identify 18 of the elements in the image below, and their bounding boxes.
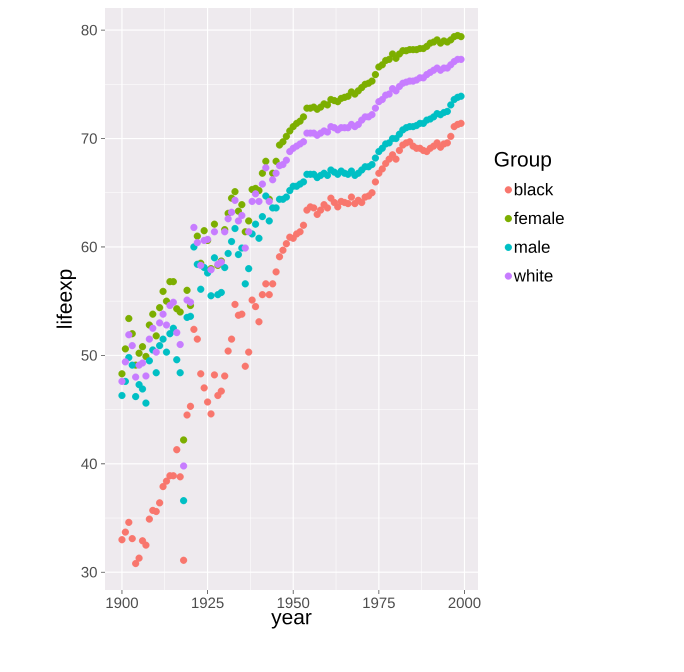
x-tick-label: 1925 [192, 598, 224, 608]
y-axis-title: lifeexp [56, 270, 76, 328]
x-tick-label: 1975 [363, 598, 395, 608]
legend-label: female [514, 212, 564, 224]
x-tick-label: 2000 [448, 598, 480, 608]
legend-label: black [514, 182, 554, 196]
y-tick-label: 40 [81, 458, 97, 470]
legend-label: male [514, 240, 550, 253]
y-tick-label: 50 [81, 350, 97, 361]
legend-title: Group [494, 152, 551, 171]
x-tick-label: 1950 [278, 598, 310, 608]
y-tick-label: 60 [82, 242, 97, 252]
x-axis-title: year [271, 612, 312, 629]
y-tick-label: 30 [81, 566, 97, 578]
x-tick-label: 1900 [106, 598, 138, 608]
y-tick-label: 70 [82, 133, 97, 144]
legend-label: white [514, 269, 553, 282]
y-tick-label: 80 [82, 24, 97, 36]
